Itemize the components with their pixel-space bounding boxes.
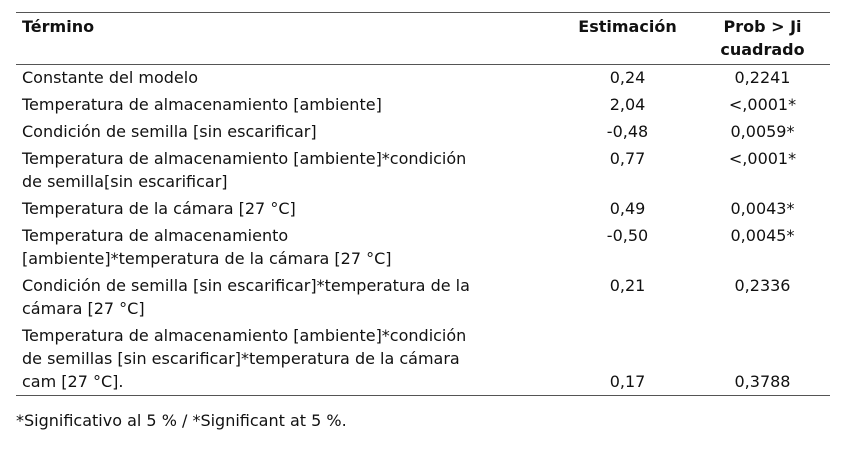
table-container: Término Estimación Prob > Ji cuadrado Const…	[16, 12, 830, 396]
cell-text: -0,50	[606, 226, 649, 245]
cell-text: 0,0045*	[730, 226, 795, 245]
table-cell: 0,17	[560, 322, 695, 396]
table-cell: Condición de semilla [sin escarificar]*t…	[16, 272, 560, 322]
table-head: Término Estimación Prob > Ji cuadrado	[16, 13, 830, 65]
table-cell: 0,49	[560, 195, 695, 222]
table-cell: <,0001*	[695, 91, 830, 118]
table-row: Condición de semilla [sin escarificar]*t…	[16, 272, 830, 322]
cell-text: 0,3788	[734, 372, 791, 391]
cell-text: -0,48	[606, 122, 649, 141]
table-cell: 0,21	[560, 272, 695, 322]
cell-text: 0,0043*	[730, 199, 795, 218]
term-text: Condición de semilla [sin escarificar]	[22, 122, 317, 141]
term-text: Temperatura de la cámara [27 °C]	[22, 199, 296, 218]
term-text: Temperatura de almacenamiento [ambiente]	[22, 95, 382, 114]
table-row: Temperatura de almacenamiento [ambiente]…	[16, 145, 830, 195]
cell-text: 0,2336	[734, 276, 791, 295]
table: Término Estimación Prob > Ji cuadrado Const…	[16, 12, 830, 396]
header-text: Término	[22, 17, 95, 36]
cell-text: 0,2241	[734, 68, 791, 87]
cell-text: 0,21	[609, 276, 646, 295]
term-text: cámara [27 °C]	[22, 299, 145, 318]
term-text: [ambiente]*temperatura de la cámara [27 …	[22, 249, 392, 268]
table-cell: -0,50	[560, 222, 695, 272]
table-cell: Temperatura de almacenamiento [ambiente]	[16, 91, 560, 118]
table-cell: 0,0045*	[695, 222, 830, 272]
term-text: Temperatura de almacenamiento [ambiente]…	[22, 149, 467, 168]
table-cell: 0,2336	[695, 272, 830, 322]
table-cell: -0,48	[560, 118, 695, 145]
header-text: Estimación	[578, 17, 677, 36]
table-cell: Temperatura de almacenamiento [ambiente]…	[16, 322, 560, 396]
table-cell: 0,77	[560, 145, 695, 195]
term-text: de semilla[sin escarificar]	[22, 172, 228, 191]
term-text: Constante del modelo	[22, 68, 198, 87]
cell-text: 0,24	[609, 68, 646, 87]
cell-text: <,0001*	[728, 95, 797, 114]
table-row: Condición de semilla [sin escarificar] -0…	[16, 118, 830, 145]
table-cell: 0,24	[560, 65, 695, 92]
term-text: Temperatura de almacenamiento [ambiente]…	[22, 326, 467, 345]
table-row: Temperatura de almacenamiento [ambiente]*…	[16, 222, 830, 272]
table-body: Constante del modelo 0,24 0,2241 Temperatur…	[16, 65, 830, 396]
term-text: de semillas [sin escarificar]*temperatur…	[22, 349, 460, 368]
table-row: Constante del modelo 0,24 0,2241	[16, 65, 830, 92]
header-cell: Estimación	[560, 13, 695, 65]
term-text: cam [27 °C].	[22, 372, 124, 391]
header-row: Término Estimación Prob > Ji cuadrado	[16, 13, 830, 65]
cell-text: <,0001*	[728, 149, 797, 168]
cell-text: 2,04	[609, 95, 646, 114]
header-cell: Prob > Ji cuadrado	[695, 13, 830, 65]
table-cell: 0,2241	[695, 65, 830, 92]
table-cell: Temperatura de almacenamiento [ambiente]…	[16, 145, 560, 195]
header-text: cuadrado	[720, 40, 805, 59]
cell-text: 0,17	[609, 372, 646, 391]
table-cell: 2,04	[560, 91, 695, 118]
term-text: Temperatura de almacenamiento	[22, 226, 289, 245]
table-row: Temperatura de la cámara [27 °C] 0,49 0,00…	[16, 195, 830, 222]
cell-text: 0,77	[609, 149, 646, 168]
table-cell: Constante del modelo	[16, 65, 560, 92]
cell-text: 0,0059*	[730, 122, 795, 141]
cell-text: 0,49	[609, 199, 646, 218]
table-cell: <,0001*	[695, 145, 830, 195]
header-text: Prob > Ji	[723, 17, 802, 36]
header-cell: Término	[16, 13, 560, 65]
table-cell: Temperatura de la cámara [27 °C]	[16, 195, 560, 222]
table-cell: 0,3788	[695, 322, 830, 396]
table-cell: 0,0043*	[695, 195, 830, 222]
table-cell: Condición de semilla [sin escarificar]	[16, 118, 560, 145]
table-cell: 0,0059*	[695, 118, 830, 145]
table-row: Temperatura de almacenamiento [ambiente]…	[16, 322, 830, 396]
footnote: *Significativo al 5 % / *Significant at …	[16, 411, 347, 430]
table-cell: Temperatura de almacenamiento [ambiente]*…	[16, 222, 560, 272]
term-text: Condición de semilla [sin escarificar]*t…	[22, 276, 470, 295]
table-row: Temperatura de almacenamiento [ambiente]…	[16, 91, 830, 118]
